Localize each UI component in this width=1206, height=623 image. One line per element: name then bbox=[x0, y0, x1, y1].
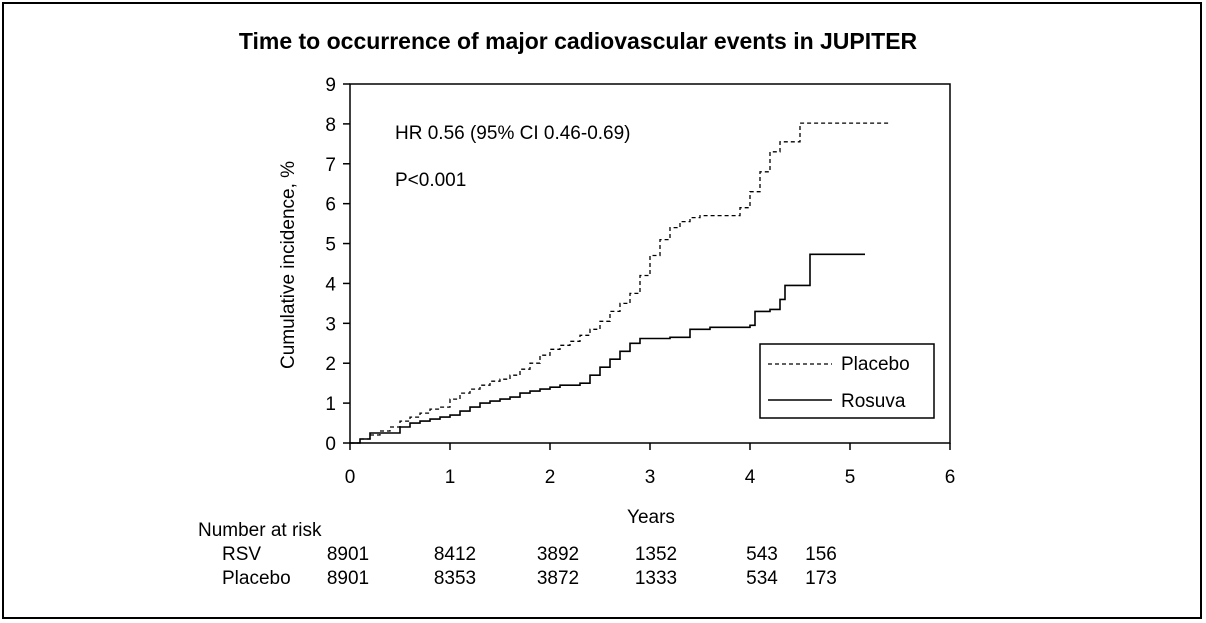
axes: 0 1 2 3 4 5 6 0 1 2 3 4 5 6 7 8 9 bbox=[325, 75, 955, 488]
chart-title: Time to occurrence of major cadiovascula… bbox=[239, 28, 918, 54]
risk-rsv-value: 156 bbox=[805, 544, 837, 565]
y-tick-label: 4 bbox=[325, 274, 336, 295]
risk-rsv-value: 8412 bbox=[433, 544, 477, 565]
x-tick-label: 0 bbox=[345, 467, 356, 488]
annotation-p: P<0.001 bbox=[395, 170, 466, 191]
risk-placebo-value: 534 bbox=[746, 568, 778, 589]
x-tick-label: 4 bbox=[745, 467, 756, 488]
risk-row-label-placebo: Placebo bbox=[222, 568, 291, 589]
series-lines bbox=[350, 122, 890, 444]
legend-placebo-label: Placebo bbox=[841, 354, 910, 375]
y-axis-label: Cumulative incidence, % bbox=[278, 161, 299, 369]
y-tick-label: 0 bbox=[325, 434, 336, 455]
y-tick-label: 2 bbox=[325, 354, 336, 375]
series-line-rosuva bbox=[350, 253, 865, 444]
risk-placebo-value: 1333 bbox=[634, 568, 678, 589]
x-tick-label: 2 bbox=[545, 467, 556, 488]
x-tick-label: 3 bbox=[645, 467, 656, 488]
x-tick-label: 6 bbox=[945, 467, 956, 488]
y-tick-label: 8 bbox=[325, 115, 336, 136]
y-tick-label: 9 bbox=[325, 75, 336, 96]
legend: Placebo Rosuva bbox=[759, 343, 935, 419]
risk-rsv-value: 1352 bbox=[634, 544, 678, 565]
risk-heading: Number at risk bbox=[198, 520, 322, 541]
risk-row-label-rsv: RSV bbox=[222, 544, 262, 565]
risk-rsv-value: 543 bbox=[746, 544, 778, 565]
y-tick-label: 3 bbox=[325, 314, 336, 335]
annotation-hr: HR 0.56 (95% CI 0.46-0.69) bbox=[395, 123, 631, 144]
y-tick-label: 1 bbox=[325, 394, 336, 415]
x-tick-label: 5 bbox=[845, 467, 856, 488]
risk-rsv-value: 3892 bbox=[536, 544, 580, 565]
risk-placebo-value: 173 bbox=[805, 568, 837, 589]
risk-placebo-value: 8353 bbox=[433, 568, 477, 589]
legend-box bbox=[759, 343, 935, 419]
risk-placebo-value: 3872 bbox=[536, 568, 580, 589]
risk-placebo-value: 8901 bbox=[326, 568, 370, 589]
risk-rsv-value: 8901 bbox=[326, 544, 370, 565]
y-tick-label: 5 bbox=[325, 235, 336, 256]
y-tick-label: 6 bbox=[325, 195, 336, 216]
x-tick-label: 1 bbox=[445, 467, 456, 488]
y-tick-label: 7 bbox=[325, 155, 336, 176]
legend-rosuva-label: Rosuva bbox=[841, 391, 906, 412]
x-axis-label: Years bbox=[627, 507, 675, 528]
series-line-placebo bbox=[350, 122, 890, 444]
